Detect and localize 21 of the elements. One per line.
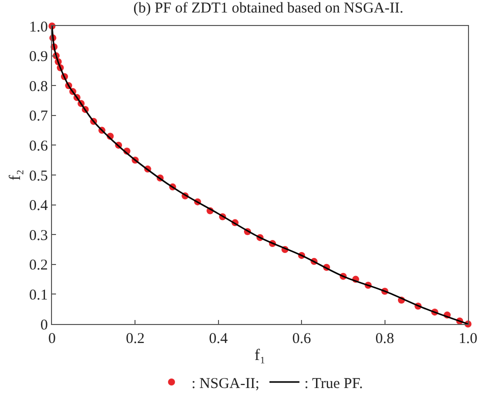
x-tick-label: 0.8 xyxy=(375,331,394,348)
y-tick-label: 0.1 xyxy=(29,287,48,304)
y-tick-label: 0.7 xyxy=(29,108,48,125)
y-tick-label: 0.3 xyxy=(29,228,48,244)
y-tick-label: 0 xyxy=(40,317,48,334)
legend-label: : True PF. xyxy=(304,376,363,392)
legend-label: : NSGA-II; xyxy=(192,376,260,392)
y-tick-label: 0.4 xyxy=(29,198,48,214)
y-tick-label: 0.5 xyxy=(29,168,48,184)
y-tick-label: 0.6 xyxy=(29,138,48,154)
x-tick-label: 0.6 xyxy=(292,331,312,348)
x-axis-title: f₁ xyxy=(254,346,266,364)
y-tick-label: 0.9 xyxy=(29,49,48,66)
y-tick-label: 1.0 xyxy=(29,19,48,36)
x-tick-label: 0.4 xyxy=(209,331,228,348)
chart-title: (b) PF of ZDT1 obtained based on NSGA-II. xyxy=(133,0,404,17)
y-axis-title: f₂ xyxy=(7,170,24,180)
y-tick-label: 0.8 xyxy=(29,78,48,95)
x-tick-label: 0.2 xyxy=(126,331,145,348)
x-tick-label: 1.0 xyxy=(458,331,478,348)
y-tick-label: 0.2 xyxy=(29,258,48,274)
